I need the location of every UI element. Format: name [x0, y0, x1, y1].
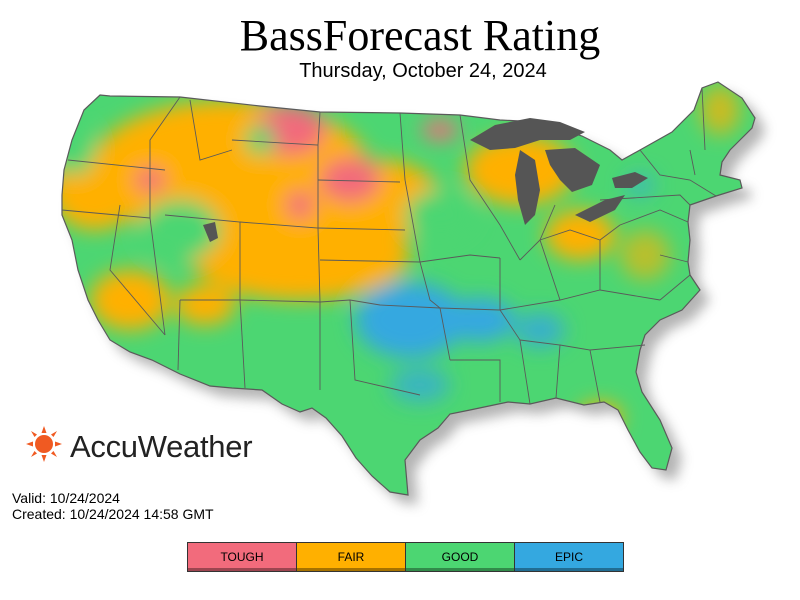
great-lakes — [203, 118, 648, 242]
legend-label: TOUGH — [220, 550, 264, 564]
valid-date: Valid: 10/24/2024 — [12, 490, 120, 506]
brand-name: AccuWeather — [70, 428, 253, 464]
legend-good: GOOD — [406, 543, 515, 571]
created-date: Created: 10/24/2024 14:58 GMT — [12, 506, 214, 522]
legend-epic: EPIC — [515, 543, 623, 571]
forecast-date: Thursday, October 24, 2024 — [299, 60, 547, 82]
brand-logo: AccuWeather — [24, 424, 253, 469]
sun-icon — [24, 424, 64, 469]
page-title: BassForecast Rating — [239, 11, 601, 60]
state-borders — [61, 81, 756, 496]
legend-fair: FAIR — [297, 543, 406, 571]
legend-label: FAIR — [337, 550, 365, 564]
legend-tough: TOUGH — [188, 543, 297, 571]
rating-legend: TOUGH FAIR GOOD EPIC — [187, 542, 624, 572]
forecast-meta: Valid: 10/24/2024 Created: 10/24/2024 14… — [12, 490, 214, 522]
legend-label: GOOD — [441, 550, 479, 564]
legend-label: EPIC — [554, 550, 583, 564]
